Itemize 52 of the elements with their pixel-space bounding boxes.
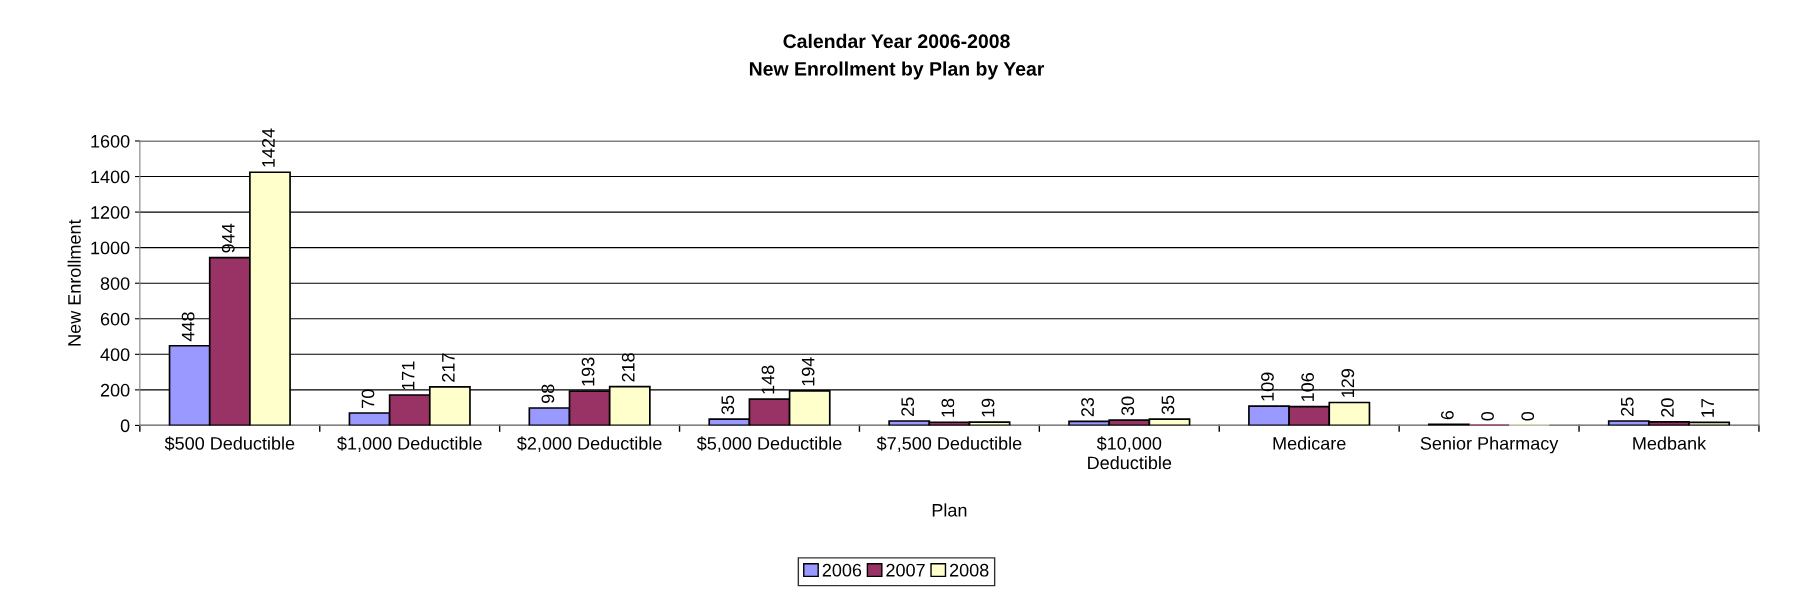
data-label: 0	[1481, 411, 1494, 421]
x-tick-label: $500 Deductible	[164, 436, 295, 451]
data-label: 148	[761, 365, 775, 394]
y-tick-label: 1200	[91, 206, 130, 219]
data-label: 0	[1521, 411, 1535, 421]
y-tick-label: 600	[100, 312, 130, 326]
data-label: 70	[361, 389, 375, 408]
data-label: 193	[581, 357, 595, 386]
data-label: 109	[1261, 372, 1274, 401]
data-label: 25	[901, 397, 915, 416]
data-label: 1424	[262, 128, 275, 167]
y-axis-title: New Enrollment	[67, 219, 81, 346]
data-label: 30	[1121, 396, 1135, 416]
x-tick-label: $5,000 Deductible	[696, 436, 842, 452]
y-tick-label: 200	[100, 383, 130, 397]
x-tick-label: Medbank	[1633, 436, 1707, 450]
data-label: 17	[1701, 399, 1714, 417]
legend-label: 2006	[822, 563, 862, 577]
data-label: 20	[1661, 398, 1674, 417]
x-tick-label: $1,000 Deductible	[337, 436, 482, 452]
x-axis-title: Plan	[932, 503, 967, 517]
y-tick-label: 1400	[91, 170, 130, 184]
chart-title: Calendar Year 2006-2008	[783, 33, 1010, 49]
data-label: 18	[941, 398, 955, 417]
y-tick-label: 400	[100, 348, 130, 362]
data-label: 194	[801, 357, 815, 386]
data-label: 35	[1161, 395, 1175, 415]
chart-subtitle: New Enrollment by Plan by Year	[749, 61, 1045, 80]
data-label: 6	[1440, 410, 1454, 420]
y-tick-label: 1600	[91, 134, 130, 148]
x-tick-label: Medicare	[1273, 436, 1346, 450]
legend-label: 2008	[949, 563, 989, 577]
data-label: 217	[441, 353, 455, 382]
x-tick-label: Senior Pharmacy	[1420, 436, 1559, 454]
data-label: 98	[541, 384, 555, 403]
data-label: 218	[621, 353, 635, 382]
legend-label: 2007	[886, 563, 925, 577]
data-label: 106	[1301, 373, 1315, 402]
y-tick-label: 0	[120, 419, 130, 433]
data-label: 35	[721, 395, 735, 415]
data-label: 448	[181, 312, 195, 342]
y-tick-label: 800	[100, 277, 130, 290]
x-tick-label: $7,500 Deductible	[876, 436, 1022, 452]
data-label: 23	[1081, 397, 1094, 417]
x-tick-label: $2,000 Deductible	[517, 436, 662, 452]
data-label: 129	[1341, 369, 1355, 397]
y-tick-label: 1000	[91, 241, 130, 255]
data-label: 25	[1620, 397, 1634, 416]
data-label: 171	[401, 361, 415, 390]
data-label: 944	[221, 223, 235, 253]
x-tick-label: $10,000 Deductible	[1088, 436, 1172, 470]
data-label: 19	[981, 398, 995, 417]
